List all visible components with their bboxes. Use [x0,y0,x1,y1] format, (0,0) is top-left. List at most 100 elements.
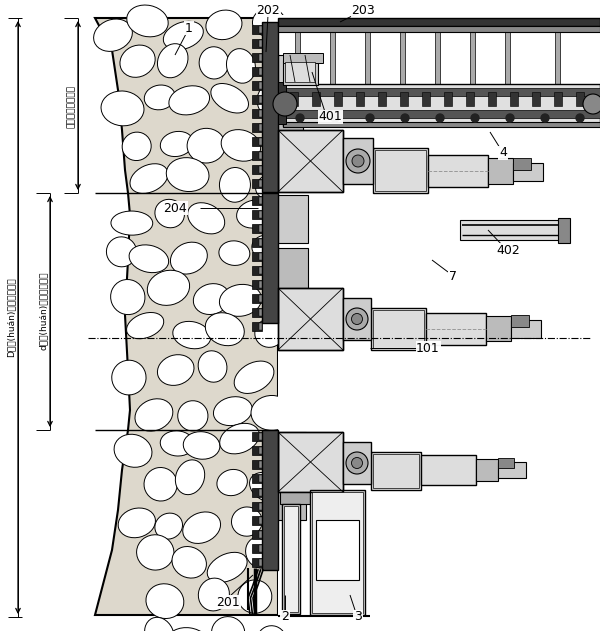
Bar [373,310,424,348]
Circle shape [583,94,600,114]
Ellipse shape [106,237,137,267]
Bar [252,280,262,289]
Bar [252,544,262,553]
Bar [259,323,262,330]
Bar [513,163,543,181]
Bar [252,516,262,525]
Bar [554,92,562,106]
Text: 1: 1 [185,21,193,35]
Ellipse shape [112,360,146,395]
Bar [278,18,600,26]
Text: 402: 402 [496,244,520,256]
Bar [513,158,531,170]
Bar [558,218,570,243]
Bar [426,313,486,345]
Ellipse shape [157,44,188,78]
Bar [252,252,262,261]
Ellipse shape [111,211,153,235]
Bar [259,531,262,538]
Bar [278,130,343,192]
Bar [371,452,421,490]
Bar [283,110,600,118]
Ellipse shape [234,361,274,394]
Ellipse shape [118,508,155,538]
Ellipse shape [198,351,227,382]
Bar [252,123,262,132]
Bar [259,166,262,173]
Bar [470,32,475,84]
Polygon shape [95,18,278,615]
Bar [278,26,600,32]
Ellipse shape [173,321,211,349]
Bar [259,545,262,552]
Circle shape [366,114,374,122]
Ellipse shape [127,312,164,339]
Bar [422,92,430,106]
Text: 4: 4 [499,146,507,160]
Circle shape [541,114,549,122]
Ellipse shape [211,83,248,113]
Bar [259,489,262,496]
Bar [252,266,262,275]
Ellipse shape [183,512,221,543]
Ellipse shape [257,83,286,116]
Bar [259,110,262,117]
Ellipse shape [155,513,182,539]
Ellipse shape [163,21,203,50]
Ellipse shape [178,401,208,431]
Bar [330,32,335,84]
Bar [283,88,600,96]
Bar [259,211,262,218]
Ellipse shape [245,536,275,568]
Bar [375,150,426,191]
Bar [278,432,306,480]
Ellipse shape [94,19,133,51]
Bar [278,195,308,243]
Bar [378,92,386,106]
Bar [259,253,262,260]
Bar [252,165,262,174]
Text: D（環(huán)形斷面外徑）: D（環(huán)形斷面外徑） [7,277,16,357]
Bar [259,475,262,482]
Ellipse shape [220,285,262,316]
Ellipse shape [199,47,229,79]
Ellipse shape [130,163,168,193]
Ellipse shape [169,86,209,115]
Bar [278,130,343,192]
Bar [334,92,342,106]
Ellipse shape [220,167,250,202]
Ellipse shape [346,452,368,474]
Ellipse shape [144,85,175,110]
Ellipse shape [220,423,259,454]
Bar [343,138,373,184]
Bar [262,430,278,570]
Bar [505,32,510,84]
Bar [282,504,300,614]
Ellipse shape [212,616,245,631]
Ellipse shape [205,313,244,346]
Ellipse shape [219,241,250,266]
Bar [259,281,262,288]
Ellipse shape [238,580,272,613]
Bar [252,322,262,331]
Bar [283,122,600,127]
Bar [280,492,345,504]
Ellipse shape [232,507,262,536]
Bar [278,100,303,145]
Ellipse shape [221,129,260,161]
Text: 401: 401 [318,110,342,124]
Bar [252,137,262,146]
Ellipse shape [147,270,190,305]
Bar [259,517,262,524]
Bar [290,92,298,106]
Bar [295,32,300,84]
Bar [532,92,540,106]
Ellipse shape [144,468,177,501]
Ellipse shape [170,242,208,274]
Bar [278,432,343,492]
Ellipse shape [155,199,184,228]
Ellipse shape [255,319,284,347]
Bar [259,239,262,246]
Text: 3: 3 [354,611,362,623]
Text: 101: 101 [416,341,440,355]
